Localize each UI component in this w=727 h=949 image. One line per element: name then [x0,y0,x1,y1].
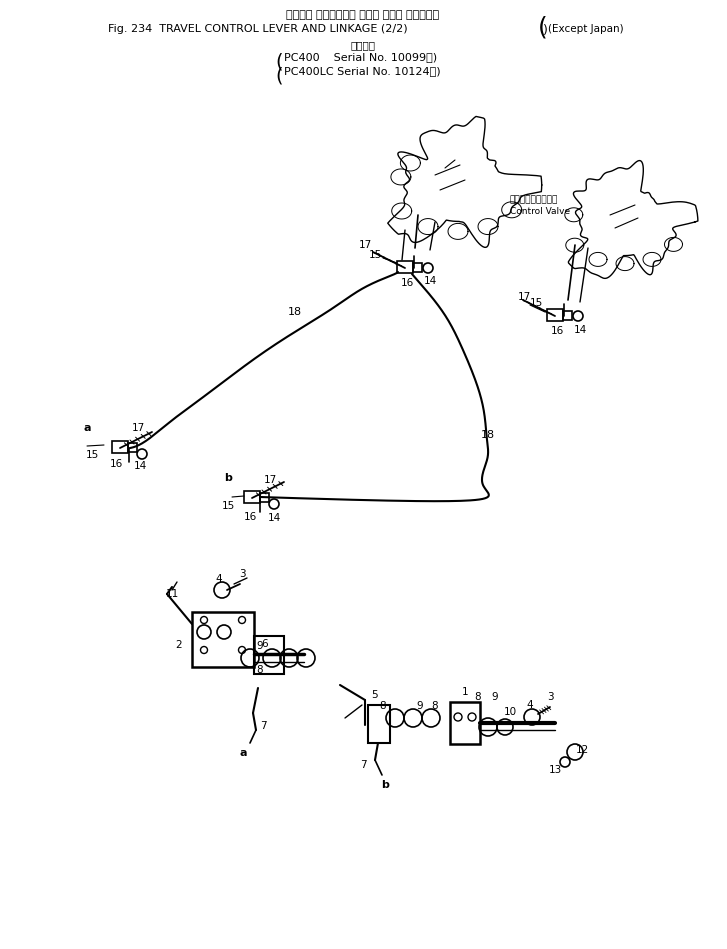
Text: 9: 9 [491,692,498,702]
Bar [397,261,413,273]
Text: 15: 15 [222,501,235,511]
Text: 8: 8 [257,665,263,675]
Text: 4: 4 [216,574,222,584]
Bar [563,311,572,320]
Text: 14: 14 [268,513,281,523]
Text: a: a [239,748,246,758]
Text: Fig. 234  TRAVEL CONTROL LEVER AND LINKAGE (2/2): Fig. 234 TRAVEL CONTROL LEVER AND LINKAG… [108,24,408,34]
Text: 18: 18 [288,307,302,317]
Text: 16: 16 [550,326,563,336]
Text: 17: 17 [132,423,145,433]
Text: 9: 9 [257,641,263,651]
Text: 12: 12 [575,745,589,755]
Text: (: ( [538,15,547,39]
Bar [260,493,269,502]
Bar [128,443,137,452]
Text: 14: 14 [574,325,587,335]
Text: 8: 8 [432,701,438,711]
Text: 16: 16 [109,459,123,469]
Text: 7: 7 [260,721,266,731]
Text: 3: 3 [547,692,553,702]
Text: 13: 13 [548,765,562,775]
Bar [192,612,254,667]
Text: 17: 17 [263,475,277,485]
Text: 15: 15 [529,298,542,308]
Text: 10: 10 [503,707,517,717]
Text: 14: 14 [423,276,437,286]
Text: 17: 17 [518,292,531,302]
Text: PC400    Serial No. 10099～): PC400 Serial No. 10099～) [284,52,437,62]
Text: a: a [84,423,91,433]
Text: 6: 6 [262,639,268,649]
Bar [254,636,284,674]
Text: b: b [381,780,389,790]
Text: 1: 1 [462,687,468,697]
Bar [244,491,260,503]
Text: 3: 3 [238,569,245,579]
Text: b: b [224,473,232,483]
Text: 9: 9 [417,701,423,711]
Text: 8: 8 [379,701,386,711]
Text: 16: 16 [401,278,414,288]
Text: 4: 4 [526,700,534,710]
Text: PC400LC Serial No. 10124～): PC400LC Serial No. 10124～) [284,66,441,76]
Text: (: ( [275,52,283,71]
Bar [368,705,390,743]
Text: (: ( [275,66,283,85]
Text: 17: 17 [358,240,371,250]
Bar [413,263,422,272]
Text: 2: 2 [175,640,182,650]
Text: 14: 14 [133,461,147,471]
Text: 走　　行 コントロール レバー および リンケージ: 走 行 コントロール レバー および リンケージ [286,10,440,20]
Text: 15: 15 [369,250,382,260]
Text: コントロールバルブ: コントロールバルブ [510,195,558,204]
Text: 適用号機: 適用号機 [350,40,376,50]
Text: 5: 5 [371,690,378,700]
Text: 18: 18 [481,430,495,440]
Text: 11: 11 [165,589,179,599]
Text: 16: 16 [244,512,257,522]
Text: 15: 15 [85,450,99,460]
Bar [112,441,128,453]
Text: (Except Japan): (Except Japan) [548,24,624,34]
Text: ): ) [543,24,548,37]
Bar [450,702,480,744]
Text: 8: 8 [475,692,481,702]
Text: Control Valve: Control Valve [510,207,570,215]
Bar [547,309,563,321]
Text: 7: 7 [360,760,366,770]
